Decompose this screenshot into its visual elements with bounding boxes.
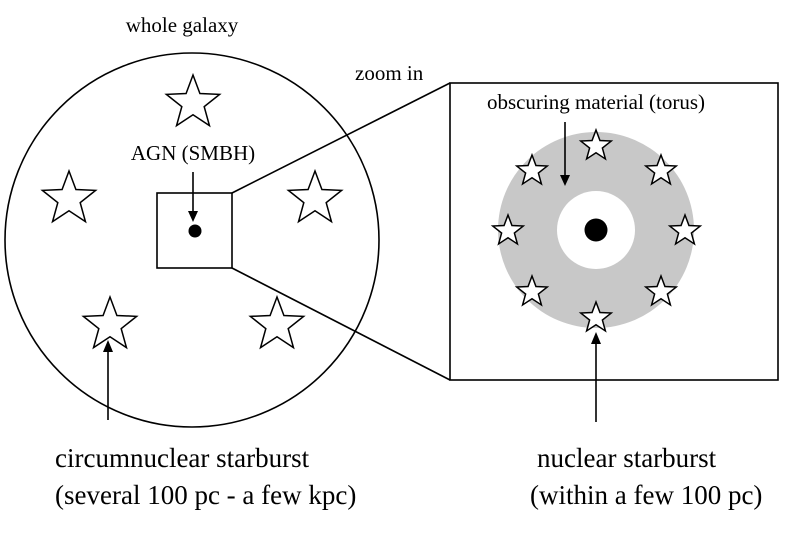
nuclear-star-icon [578,127,614,161]
nuclear-starburst-label: nuclear starburst [537,443,717,473]
circumnuclear-arrow [103,340,113,420]
agn-arrow [188,172,198,222]
zoom-in-label: zoom in [355,61,424,85]
circumnuclear-starburst-label: circumnuclear starburst [55,443,310,473]
nuclear-star-icon [490,212,526,246]
galaxy-circle [4,52,380,428]
zoomed-nucleus-box [449,82,779,381]
nucleus-zoom-box [156,192,233,269]
nuclear-star-icon [514,273,550,307]
black-hole-dot-large [584,218,608,242]
galaxy-star-icon [164,72,222,128]
nuclear-arrow [591,332,601,422]
black-hole-dot-small [188,224,202,238]
nuclear-star-icon [643,152,679,186]
obscuring-material-label: obscuring material (torus) [487,90,705,114]
obscuring-arrow [560,122,570,186]
zoom-connector-top [231,82,451,194]
circumnuclear-scale-label: (several 100 pc - a few kpc) [55,480,356,510]
nuclear-star-icon [667,212,703,246]
galaxy-star-icon [286,168,344,224]
zoom-connector-bottom [231,267,451,381]
nuclear-star-icon [643,273,679,307]
galaxy-star-icon [248,294,306,350]
whole-galaxy-label: whole galaxy [126,13,239,37]
galaxy-star-icon [81,294,139,350]
agn-label: AGN (SMBH) [131,141,255,165]
nuclear-scale-label: (within a few 100 pc) [530,480,762,510]
galaxy-stars [40,72,344,350]
nuclear-star-icon [514,152,550,186]
nuclear-stars [490,127,703,333]
galaxy-star-icon [40,168,98,224]
nuclear-star-icon [578,299,614,333]
